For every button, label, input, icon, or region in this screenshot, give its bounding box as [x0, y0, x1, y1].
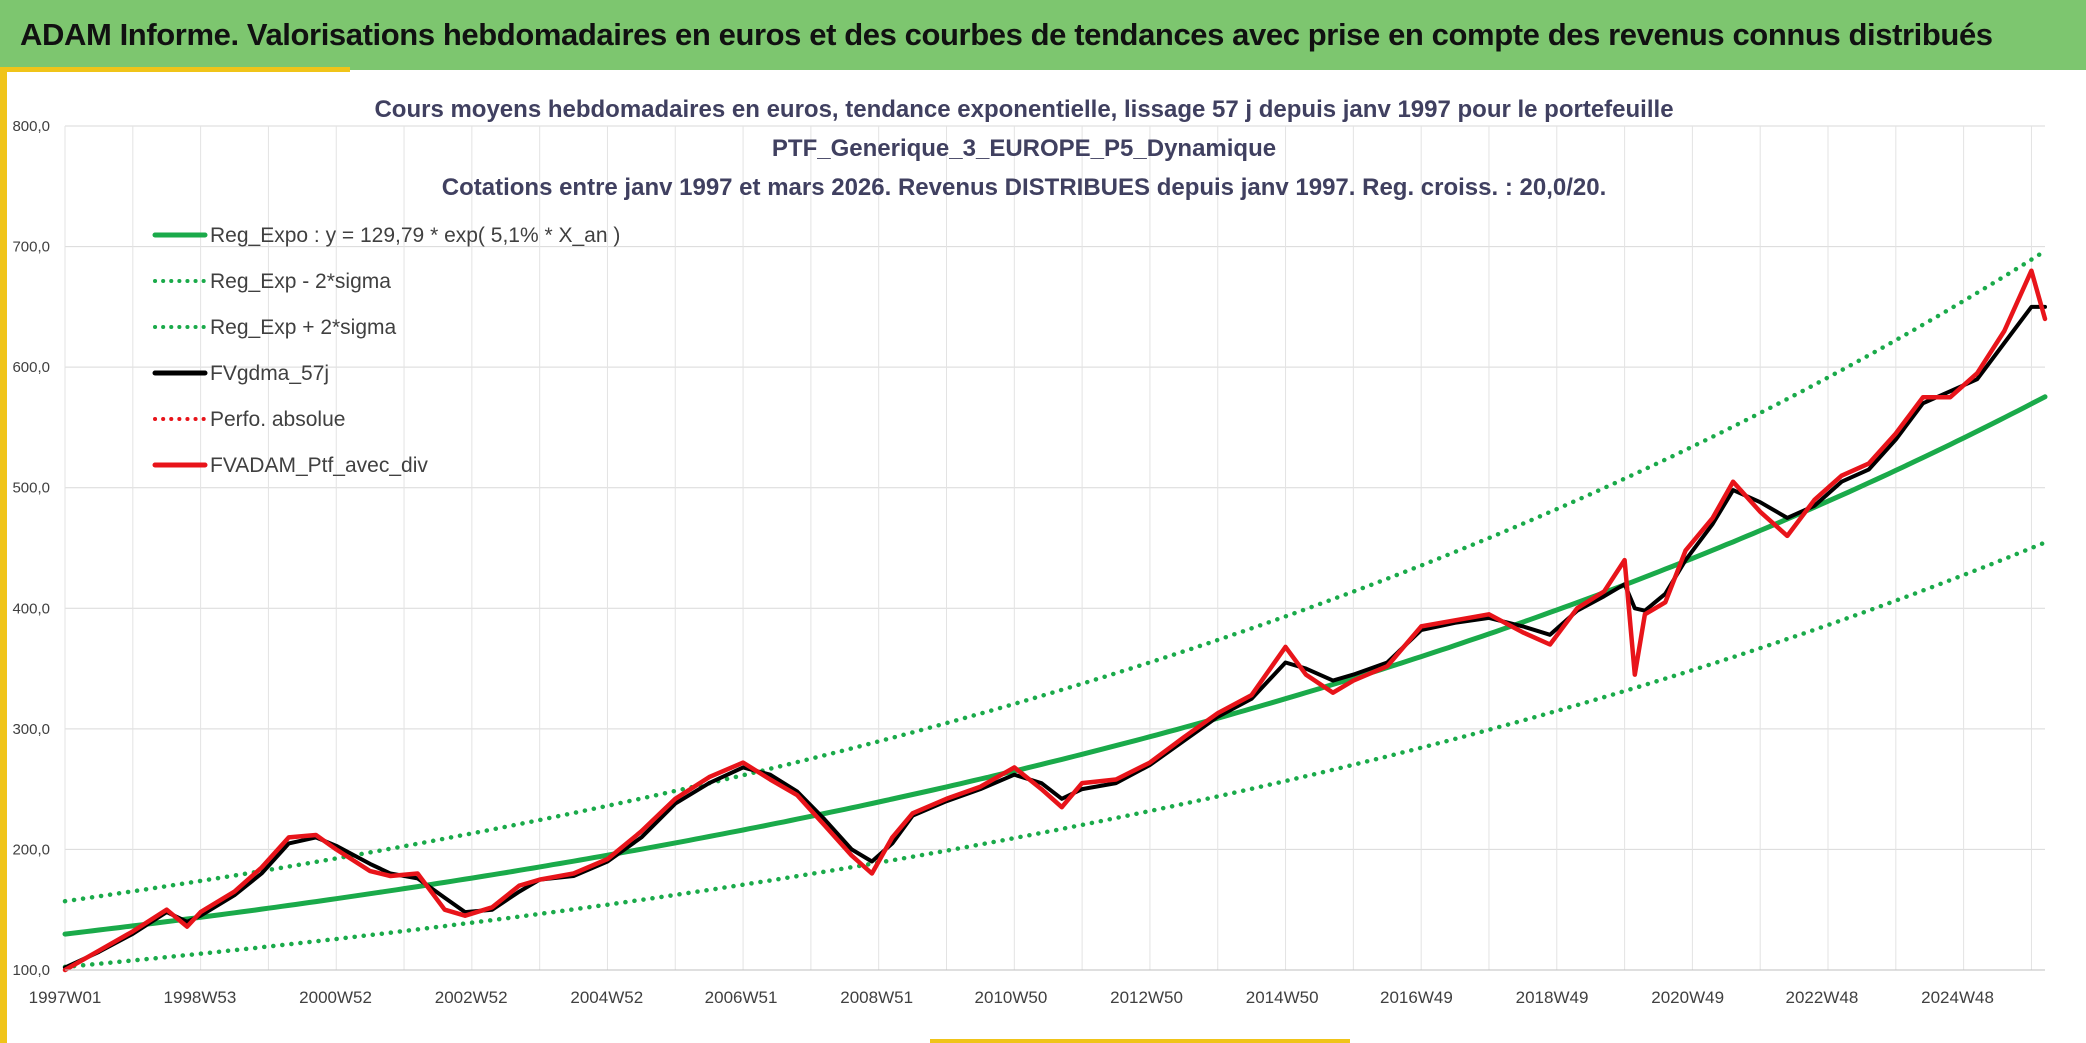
x-tick-label: 2010W50: [975, 988, 1048, 1007]
legend-label: Reg_Exp + 2*sigma: [210, 316, 397, 339]
y-tick-label: 300,0: [12, 721, 50, 738]
x-tick-label: 1997W01: [29, 988, 102, 1007]
y-tick-label: 100,0: [12, 962, 50, 979]
chart-axes: 100,0 200,0 300,0 400,0 500,0 600,0 700,0 800,0…: [12, 118, 2045, 1007]
x-tick-label: 2012W50: [1110, 988, 1183, 1007]
x-tick-label: 2002W52: [435, 988, 508, 1007]
x-tick-label: 1998W53: [164, 988, 237, 1007]
x-tick-label: 2022W48: [1786, 988, 1859, 1007]
y-tick-label: 700,0: [12, 239, 50, 256]
series-line: [62, 248, 2048, 904]
chart-title-line: Cours moyens hebdomadaires en euros, ten…: [374, 96, 1673, 123]
x-tick-label: 2008W51: [840, 988, 913, 1007]
chart-title-line: PTF_Generique_3_EUROPE_P5_Dynamique: [772, 135, 1276, 162]
legend-label: FVADAM_Ptf_avec_div: [210, 454, 428, 477]
y-tick-label: 800,0: [12, 118, 50, 135]
chart-grid: [64, 125, 2045, 971]
series-line: [62, 540, 2048, 970]
x-tick-label: 2000W52: [299, 988, 372, 1007]
chart-series: [62, 248, 2048, 973]
page-header: ADAM Informe. Valorisations hebdomadaire…: [0, 0, 2086, 70]
x-tick-label: 2004W52: [570, 988, 643, 1007]
legend-label: Reg_Expo : y = 129,79 * exp( 5,1% * X_an…: [210, 224, 620, 247]
x-tick-label: 2020W49: [1651, 988, 1724, 1007]
x-tick-label: 2024W48: [1921, 988, 1994, 1007]
chart-title-line: Cotations entre janv 1997 et mars 2026. …: [442, 174, 1607, 201]
frame-accent-left: [0, 70, 7, 1043]
legend-label: Reg_Exp - 2*sigma: [210, 270, 391, 293]
page-title: ADAM Informe. Valorisations hebdomadaire…: [20, 17, 1993, 52]
y-tick-label: 200,0: [12, 841, 50, 858]
x-tick-label: 2006W51: [705, 988, 778, 1007]
x-tick-label: 2014W50: [1246, 988, 1319, 1007]
legend-label: FVgdma_57j: [210, 362, 329, 385]
series-line: [62, 268, 2048, 973]
x-tick-label: 2018W49: [1516, 988, 1589, 1007]
frame-accent-bottom: [930, 1039, 1350, 1043]
legend-label: Perfo. absolue: [210, 408, 345, 431]
y-tick-label: 600,0: [12, 359, 50, 376]
chart-title: Cours moyens hebdomadaires en euros, ten…: [374, 96, 1673, 201]
chart-legend: Reg_Expo : y = 129,79 * exp( 5,1% * X_an…: [152, 224, 620, 477]
y-tick-label: 400,0: [12, 600, 50, 617]
y-tick-label: 500,0: [12, 480, 50, 497]
frame-accent-top: [0, 67, 350, 72]
x-tick-label: 2016W49: [1380, 988, 1453, 1007]
series-line: [62, 394, 2048, 937]
